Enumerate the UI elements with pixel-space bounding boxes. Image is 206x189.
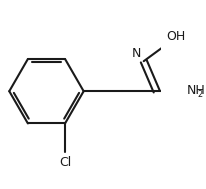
Text: NH: NH <box>187 84 205 97</box>
Text: Cl: Cl <box>59 156 71 169</box>
Text: 2: 2 <box>197 90 202 99</box>
Text: OH: OH <box>166 30 185 43</box>
Text: N: N <box>132 47 142 60</box>
